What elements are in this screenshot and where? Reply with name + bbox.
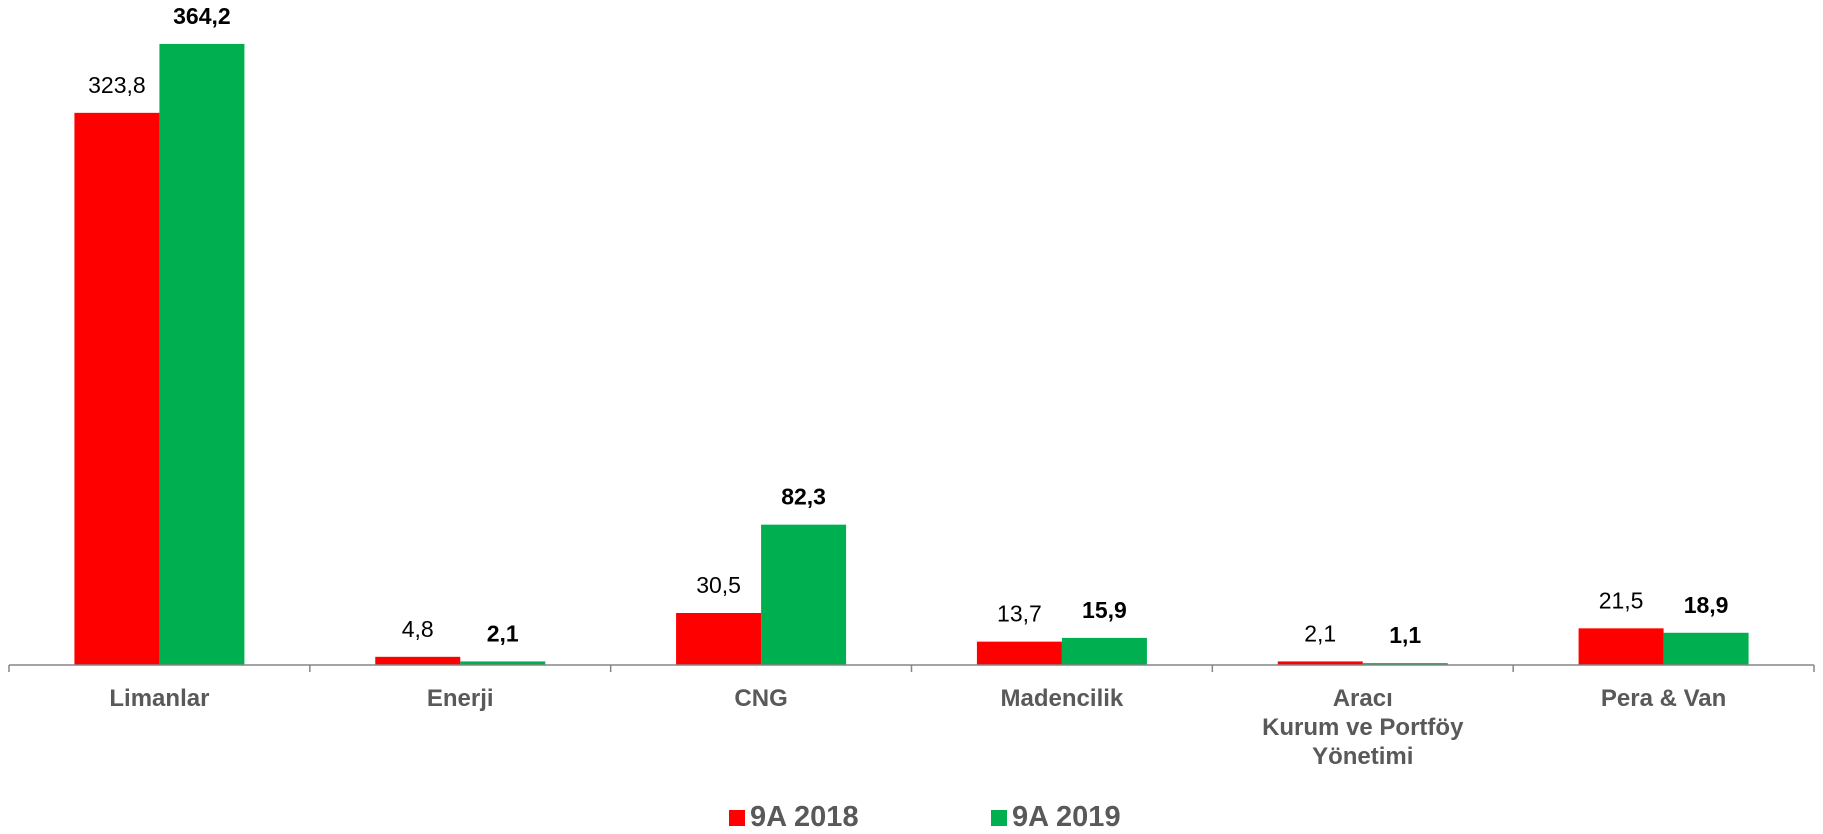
data-label: 2,1 (487, 620, 519, 646)
legend-swatch (991, 809, 1007, 826)
bar (74, 112, 160, 665)
data-label: 1,1 (1389, 622, 1421, 648)
data-label: 15,9 (1082, 597, 1127, 623)
bar (159, 43, 245, 665)
bar (1663, 632, 1749, 665)
legend-label: 9A 2018 (750, 801, 859, 833)
bar (676, 612, 762, 665)
bar (761, 524, 847, 665)
x-tick-label: Limanlar (109, 685, 210, 712)
data-label: 323,8 (88, 72, 146, 98)
x-tick-label: Madencilik (1000, 685, 1124, 712)
data-label: 2,1 (1304, 620, 1336, 646)
data-label: 18,9 (1684, 592, 1729, 618)
data-label: 30,5 (696, 572, 741, 598)
x-tick-label: Enerji (426, 685, 494, 712)
x-tick-label: Aracı Kurum ve Portföy Yönetimi (1262, 685, 1464, 770)
bar (1061, 637, 1147, 665)
bar (1362, 663, 1448, 665)
data-label: 21,5 (1599, 587, 1644, 613)
bar (375, 656, 461, 665)
legend-swatch (729, 809, 745, 826)
bar (1277, 661, 1363, 665)
x-tick-label: CNG (734, 685, 788, 712)
legend-label: 9A 2019 (1012, 801, 1121, 833)
data-label: 82,3 (781, 484, 826, 510)
x-tick-label: Pera & Van (1600, 685, 1727, 712)
data-label: 13,7 (997, 601, 1042, 627)
bar (976, 641, 1062, 665)
legend-item: 9A 2019 (991, 801, 1121, 834)
data-label: 364,2 (173, 3, 231, 29)
bar (1578, 628, 1664, 665)
legend-item: 9A 2018 (729, 801, 859, 834)
bar (460, 661, 546, 665)
data-label: 4,8 (402, 616, 434, 642)
